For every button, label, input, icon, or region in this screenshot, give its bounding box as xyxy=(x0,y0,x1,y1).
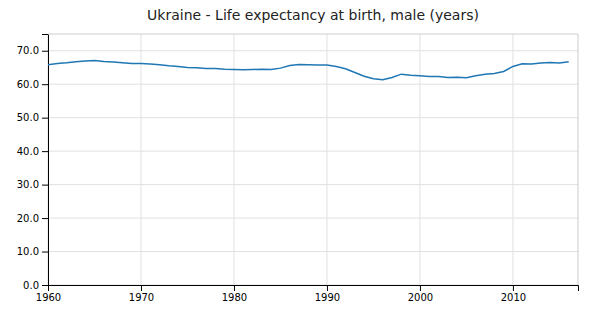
grid-line-y xyxy=(48,251,578,252)
tick-mark xyxy=(234,285,235,291)
tick-mark xyxy=(42,285,48,286)
tick-mark xyxy=(42,185,48,186)
axis-line xyxy=(42,35,49,286)
tick: 2000 xyxy=(408,285,433,303)
frame-top xyxy=(48,34,578,35)
tick-mark xyxy=(141,285,142,291)
frame-right xyxy=(578,34,579,285)
grid-line-y xyxy=(48,84,578,85)
y-axis: 0.0 10.0 20.0 30.0 40.0 50.0 60.0 70.0 xyxy=(17,35,49,291)
tick: 50.0 xyxy=(17,112,48,123)
tick-label: 30.0 xyxy=(17,179,39,190)
grid xyxy=(48,34,578,285)
tick-label: 0.0 xyxy=(23,280,39,291)
marks xyxy=(48,60,569,79)
plot: 1960 1970 1980 1990 2000 2010 0.0 10.0 20.0 30.0 4… xyxy=(17,34,579,303)
tick-label: 70.0 xyxy=(17,45,39,56)
tick-mark xyxy=(42,118,48,119)
tick-label: 1960 xyxy=(36,292,61,303)
tick: 70.0 xyxy=(17,45,48,56)
tick: 10.0 xyxy=(17,246,48,257)
tick-mark xyxy=(327,285,328,291)
tick-label: 2000 xyxy=(408,292,433,303)
tick: 1960 xyxy=(36,285,61,303)
tick: 30.0 xyxy=(17,179,48,190)
tick: 1980 xyxy=(222,285,247,303)
tick: 1990 xyxy=(315,285,340,303)
tick: 20.0 xyxy=(17,213,48,224)
tick-mark xyxy=(420,285,421,291)
title: Ukraine - Life expectancy at birth, male… xyxy=(147,7,479,23)
tick-mark xyxy=(42,84,48,85)
x-axis: 1960 1970 1980 1990 2000 2010 xyxy=(36,285,579,303)
grid-line-y xyxy=(48,50,578,51)
tick-label: 1980 xyxy=(222,292,247,303)
tick-label: 10.0 xyxy=(17,246,39,257)
grid-line-x xyxy=(140,34,141,285)
tick-label: 40.0 xyxy=(17,146,39,157)
grid-line-x xyxy=(419,34,420,285)
tick-label: 50.0 xyxy=(17,112,39,123)
tick-mark xyxy=(42,218,48,219)
tick: 60.0 xyxy=(17,79,48,90)
grid-line-x xyxy=(512,34,513,285)
grid-line-y xyxy=(48,151,578,152)
grid-line-y xyxy=(48,117,578,118)
tick-mark xyxy=(513,285,514,291)
axis-line xyxy=(49,286,579,292)
grid-line-y xyxy=(48,184,578,185)
grid-line-x xyxy=(233,34,234,285)
tick-label: 1970 xyxy=(129,292,154,303)
tick-mark xyxy=(42,252,48,253)
grid-line-y xyxy=(48,218,578,219)
tick: 1970 xyxy=(129,285,154,303)
tick-label: 60.0 xyxy=(17,79,39,90)
chart: Ukraine - Life expectancy at birth, male… xyxy=(0,0,600,315)
tick-mark xyxy=(42,151,48,152)
tick-mark xyxy=(42,51,48,52)
tick: 2010 xyxy=(501,285,526,303)
tick-label: 2010 xyxy=(501,292,526,303)
tick: 0.0 xyxy=(23,280,48,291)
tick-label: 20.0 xyxy=(17,213,39,224)
tick-label: 1990 xyxy=(315,292,340,303)
line xyxy=(48,60,569,79)
tick: 40.0 xyxy=(17,146,48,157)
grid-line-x xyxy=(326,34,327,285)
